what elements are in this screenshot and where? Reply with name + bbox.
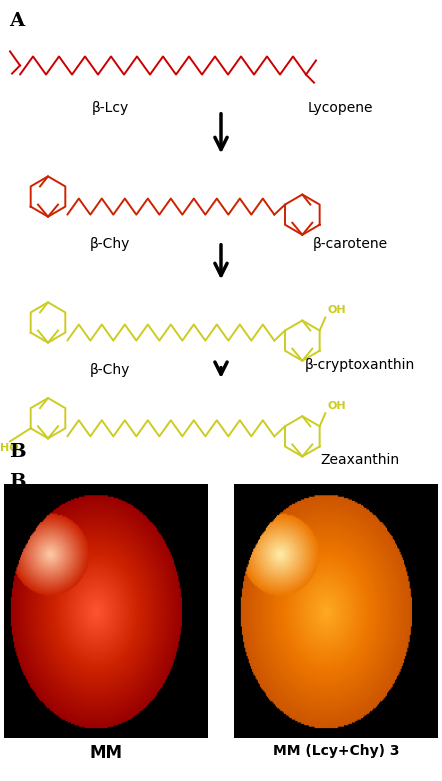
Text: B: B (9, 443, 26, 461)
Text: MM: MM (90, 744, 122, 761)
Text: OH: OH (328, 401, 346, 411)
Text: β-Chy: β-Chy (90, 237, 130, 251)
Text: HO: HO (0, 444, 19, 454)
Text: A: A (9, 12, 24, 30)
Text: β-Chy: β-Chy (90, 363, 130, 376)
Text: β-Lcy: β-Lcy (91, 101, 129, 115)
Text: β-carotene: β-carotene (312, 237, 388, 251)
Text: β-cryptoxanthin: β-cryptoxanthin (305, 358, 415, 372)
Text: MM (Lcy+Chy) 3: MM (Lcy+Chy) 3 (273, 744, 399, 758)
Text: OH: OH (328, 305, 346, 316)
Text: Zeaxanthin: Zeaxanthin (320, 454, 400, 468)
Text: Lycopene: Lycopene (307, 101, 373, 115)
Text: B: B (9, 473, 26, 490)
